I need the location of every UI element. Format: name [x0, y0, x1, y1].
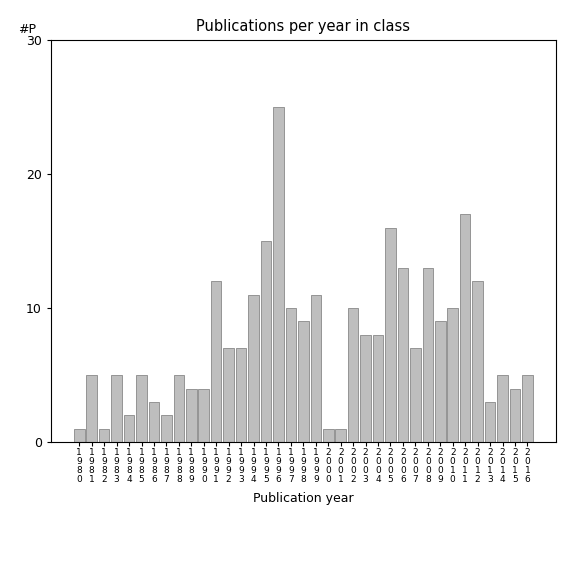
Bar	[149, 402, 159, 442]
Bar	[124, 416, 134, 442]
Bar	[86, 375, 97, 442]
Bar	[223, 348, 234, 442]
Bar	[111, 375, 122, 442]
Bar	[336, 429, 346, 442]
Bar	[385, 227, 396, 442]
Bar	[211, 281, 222, 442]
Bar	[510, 388, 521, 442]
Bar	[161, 416, 172, 442]
Bar	[497, 375, 508, 442]
Bar	[261, 241, 271, 442]
Bar	[248, 295, 259, 442]
Bar	[373, 335, 383, 442]
Bar	[99, 429, 109, 442]
X-axis label: Publication year: Publication year	[253, 492, 354, 505]
Bar	[472, 281, 483, 442]
Bar	[522, 375, 533, 442]
Title: Publications per year in class: Publications per year in class	[196, 19, 411, 35]
Bar	[286, 308, 296, 442]
Bar	[397, 268, 408, 442]
Bar	[174, 375, 184, 442]
Bar	[136, 375, 147, 442]
Bar	[348, 308, 358, 442]
Bar	[273, 107, 284, 442]
Bar	[435, 321, 446, 442]
Bar	[298, 321, 308, 442]
Text: #P: #P	[18, 23, 36, 36]
Bar	[74, 429, 84, 442]
Bar	[460, 214, 471, 442]
Bar	[311, 295, 321, 442]
Bar	[410, 348, 421, 442]
Bar	[422, 268, 433, 442]
Bar	[360, 335, 371, 442]
Bar	[198, 388, 209, 442]
Bar	[485, 402, 496, 442]
Bar	[186, 388, 197, 442]
Bar	[236, 348, 247, 442]
Bar	[323, 429, 333, 442]
Bar	[447, 308, 458, 442]
